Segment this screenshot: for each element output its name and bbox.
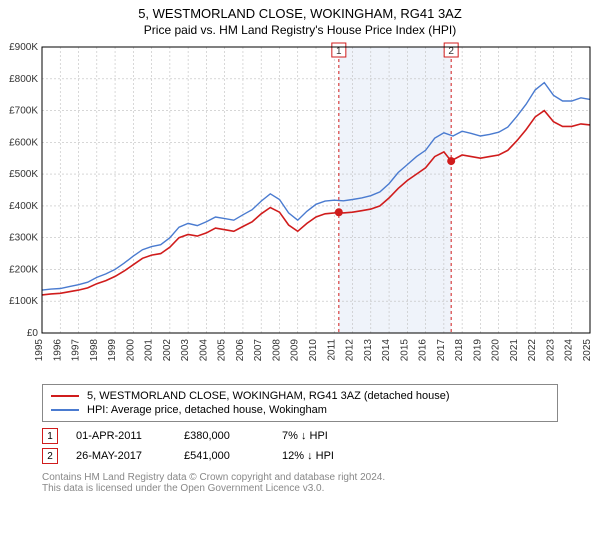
event-marker-box: 2	[42, 448, 58, 464]
legend-swatch	[51, 395, 79, 397]
svg-text:£200K: £200K	[9, 264, 38, 275]
svg-text:2: 2	[448, 46, 454, 57]
legend-row: HPI: Average price, detached house, Woki…	[51, 403, 549, 417]
event-marker-box: 1	[42, 428, 58, 444]
svg-text:2022: 2022	[527, 339, 538, 362]
svg-text:2019: 2019	[472, 339, 483, 362]
svg-text:2016: 2016	[418, 339, 429, 362]
legend-label: 5, WESTMORLAND CLOSE, WOKINGHAM, RG41 3A…	[87, 390, 450, 402]
svg-text:2003: 2003	[180, 339, 191, 362]
svg-text:2020: 2020	[491, 339, 502, 362]
svg-text:2013: 2013	[363, 339, 374, 362]
svg-text:2017: 2017	[436, 339, 447, 362]
svg-text:2021: 2021	[509, 339, 520, 362]
svg-text:2025: 2025	[582, 339, 593, 362]
price-chart: 12£0£100K£200K£300K£400K£500K£600K£700K£…	[42, 41, 590, 376]
footnote-line: Contains HM Land Registry data © Crown c…	[42, 472, 558, 483]
chart-svg: 12£0£100K£200K£300K£400K£500K£600K£700K£…	[42, 41, 590, 371]
svg-text:2004: 2004	[198, 339, 209, 362]
legend-row: 5, WESTMORLAND CLOSE, WOKINGHAM, RG41 3A…	[51, 389, 549, 403]
svg-text:2012: 2012	[345, 339, 356, 362]
legend-swatch	[51, 409, 79, 411]
event-delta: 7% ↓ HPI	[282, 430, 328, 442]
svg-text:2001: 2001	[144, 339, 155, 362]
svg-text:1: 1	[336, 46, 342, 57]
event-date: 26-MAY-2017	[76, 450, 166, 462]
page-subtitle: Price paid vs. HM Land Registry's House …	[0, 21, 600, 41]
svg-text:1999: 1999	[107, 339, 118, 362]
event-list: 1 01-APR-2011 £380,000 7% ↓ HPI 2 26-MAY…	[42, 426, 558, 466]
svg-text:£500K: £500K	[9, 169, 38, 180]
svg-text:£400K: £400K	[9, 201, 38, 212]
event-number: 2	[47, 451, 53, 462]
event-date: 01-APR-2011	[76, 430, 166, 442]
svg-text:2015: 2015	[399, 339, 410, 362]
legend: 5, WESTMORLAND CLOSE, WOKINGHAM, RG41 3A…	[42, 384, 558, 422]
page-title: 5, WESTMORLAND CLOSE, WOKINGHAM, RG41 3A…	[0, 0, 600, 21]
svg-text:2000: 2000	[125, 339, 136, 362]
event-number: 1	[47, 431, 53, 442]
svg-text:£900K: £900K	[9, 42, 38, 53]
svg-text:1995: 1995	[34, 339, 45, 362]
event-price: £541,000	[184, 450, 264, 462]
event-row: 2 26-MAY-2017 £541,000 12% ↓ HPI	[42, 446, 558, 466]
svg-text:£700K: £700K	[9, 106, 38, 117]
svg-text:£0: £0	[27, 328, 39, 339]
svg-text:1996: 1996	[52, 339, 63, 362]
svg-text:£800K: £800K	[9, 74, 38, 85]
svg-text:2006: 2006	[235, 339, 246, 362]
event-row: 1 01-APR-2011 £380,000 7% ↓ HPI	[42, 426, 558, 446]
svg-text:£600K: £600K	[9, 137, 38, 148]
svg-text:£100K: £100K	[9, 296, 38, 307]
svg-text:2005: 2005	[217, 339, 228, 362]
svg-text:2018: 2018	[454, 339, 465, 362]
svg-text:2010: 2010	[308, 339, 319, 362]
svg-text:2007: 2007	[253, 339, 264, 362]
svg-text:1998: 1998	[89, 339, 100, 362]
svg-text:1997: 1997	[71, 339, 82, 362]
legend-label: HPI: Average price, detached house, Woki…	[87, 404, 327, 416]
svg-text:2008: 2008	[271, 339, 282, 362]
svg-text:£300K: £300K	[9, 233, 38, 244]
svg-text:2023: 2023	[545, 339, 556, 362]
svg-text:2009: 2009	[290, 339, 301, 362]
svg-text:2002: 2002	[162, 339, 173, 362]
event-delta: 12% ↓ HPI	[282, 450, 334, 462]
svg-text:2024: 2024	[564, 339, 575, 362]
svg-text:2014: 2014	[381, 339, 392, 362]
footnote-line: This data is licensed under the Open Gov…	[42, 483, 558, 494]
event-price: £380,000	[184, 430, 264, 442]
footnote: Contains HM Land Registry data © Crown c…	[42, 472, 558, 494]
svg-text:2011: 2011	[326, 339, 337, 361]
